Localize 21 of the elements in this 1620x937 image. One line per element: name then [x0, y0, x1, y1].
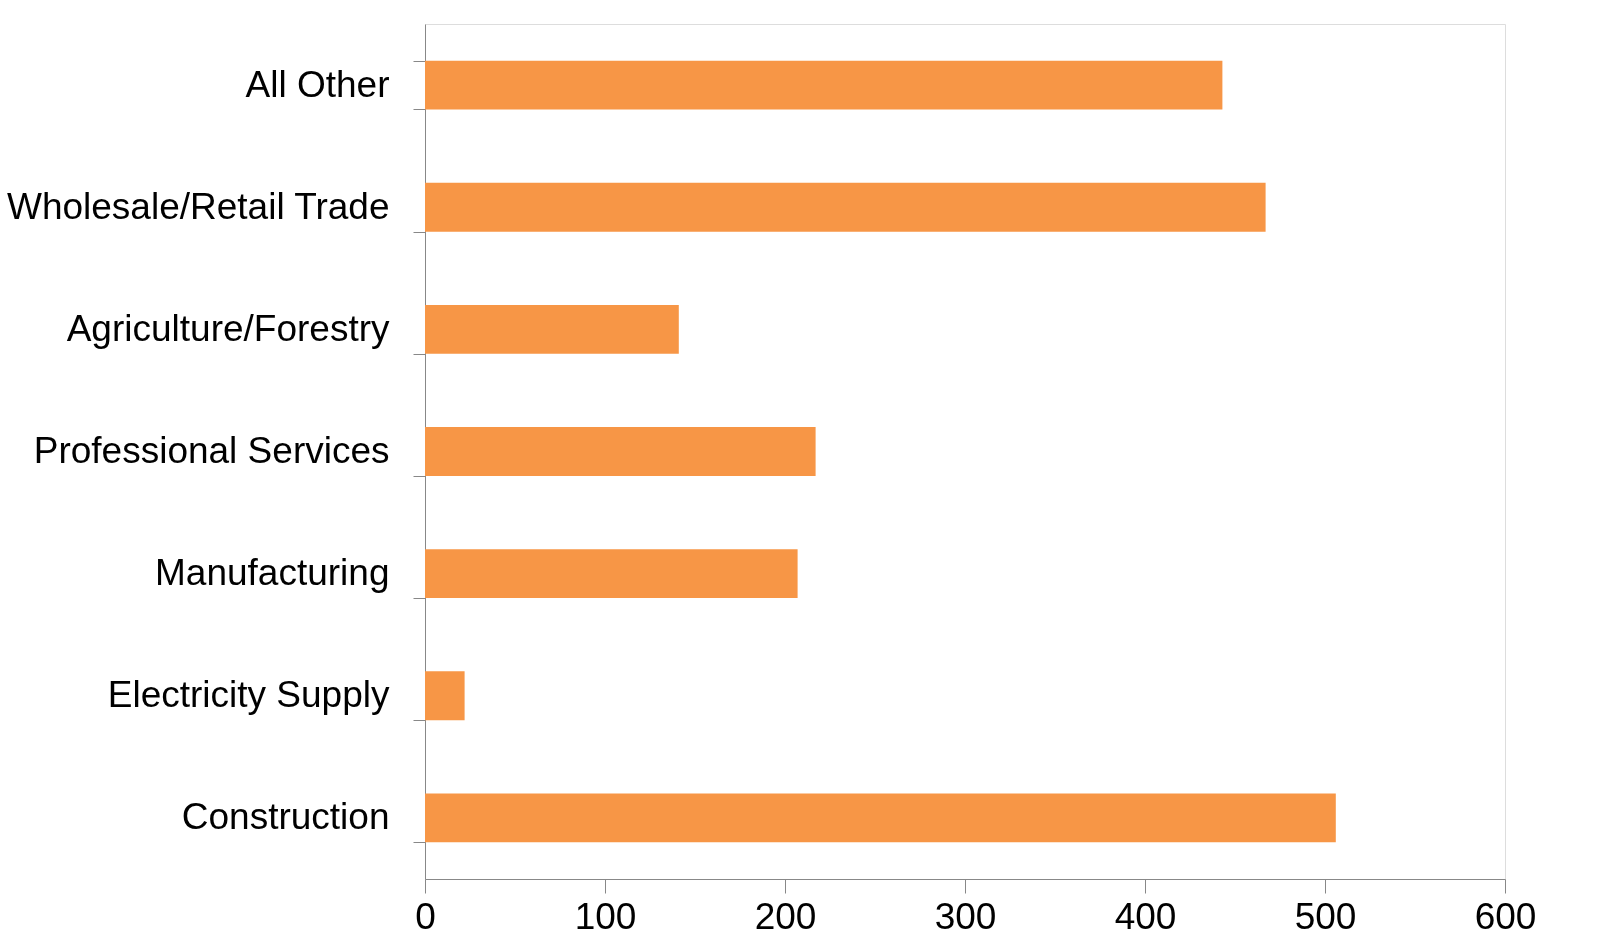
x-tick-label: 400	[1114, 895, 1177, 937]
bar	[425, 427, 816, 476]
x-tick-label: 300	[934, 895, 997, 937]
bar	[425, 549, 798, 599]
x-tick-label: 200	[754, 895, 817, 937]
bar	[425, 304, 679, 354]
y-tick-label: Agriculture/Forestry	[66, 307, 390, 349]
bar	[425, 60, 1223, 110]
x-tick-label: 500	[1294, 895, 1357, 937]
y-tick-label: Professional Services	[33, 430, 390, 471]
x-tick-label: 600	[1474, 895, 1537, 937]
y-tick-label: Construction	[181, 796, 390, 838]
y-tick-label: Electricity Supply	[107, 674, 390, 716]
x-tick-label: 100	[574, 895, 637, 937]
y-tick-label: All Other	[245, 63, 390, 105]
y-tick-label: Manufacturing	[155, 552, 390, 594]
bar	[425, 182, 1266, 232]
x-tick-label: 0	[415, 895, 436, 937]
y-tick-label: Wholesale/Retail Trade	[6, 185, 390, 227]
bar	[425, 671, 465, 721]
bar	[425, 793, 1336, 843]
